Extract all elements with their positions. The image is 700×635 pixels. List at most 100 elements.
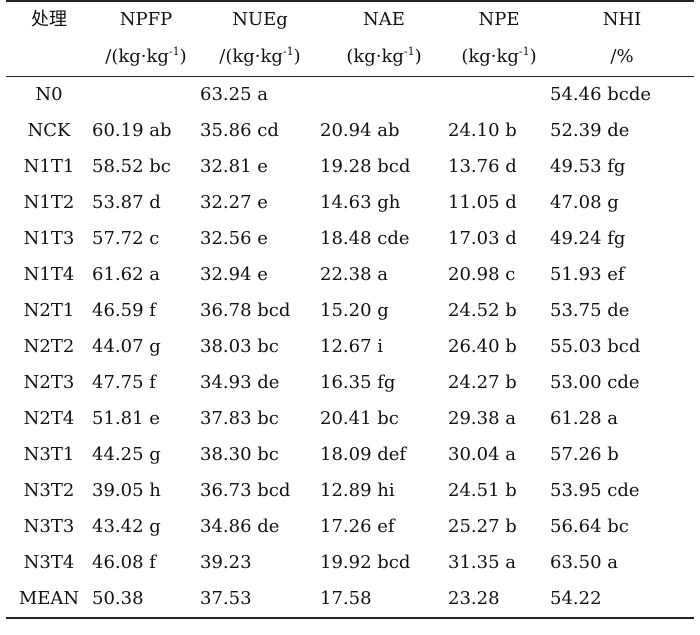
cell-nae: 20.41 bc: [320, 408, 399, 429]
cell-nae: 20.94 ab: [320, 120, 400, 141]
row-label: N3T3: [23, 516, 75, 537]
row-label: N1T1: [23, 156, 75, 177]
table-row: N2T3 47.75 f 34.93 de 16.35 fg 24.27 b 53.00 …: [6, 365, 694, 401]
cell-nueg: 35.86 cd: [200, 120, 279, 141]
cell-nhi: 51.93 ef: [550, 264, 625, 285]
cell-npfp: 50.38: [92, 581, 200, 619]
unit-close: ): [293, 46, 301, 67]
table-row: N0 63.25 a 54.46 bcde: [6, 77, 694, 114]
unit-close: ): [529, 46, 537, 67]
cell-npe: 11.05 d: [448, 192, 517, 213]
cell-nae: 19.28 bcd: [320, 156, 411, 177]
row-label: N0: [35, 84, 63, 105]
unit-nae: (kg·kg-1): [320, 38, 448, 77]
cell-nhi: 49.24 fg: [550, 228, 626, 249]
cell-npfp: 46.59 f: [92, 300, 156, 321]
header-nueg: NUEg: [200, 0, 320, 38]
cell-npe: 29.38 a: [448, 408, 516, 429]
cell-npe: 31.35 a: [448, 552, 516, 573]
cell-npe: 24.52 b: [448, 300, 517, 321]
row-label: N2T2: [23, 336, 75, 357]
cell-nueg: 34.86 de: [200, 516, 280, 537]
cell-nhi: 54.46 bcde: [550, 84, 652, 105]
unit-npfp: /(kg·kg-1): [92, 38, 200, 77]
unit-nueg: /(kg·kg-1): [200, 38, 320, 77]
cell-nhi: 53.00 cde: [550, 372, 640, 393]
cell-nhi: 53.95 cde: [550, 480, 640, 501]
unit-text: /%: [610, 46, 634, 67]
unit-treatment: [6, 38, 92, 77]
cell-npe: 24.27 b: [448, 372, 517, 393]
table-row: N1T2 53.87 d 32.27 e 14.63 gh 11.05 d 47.08 g: [6, 185, 694, 221]
cell-nueg: 36.73 bcd: [200, 480, 291, 501]
header-npe: NPE: [448, 0, 550, 38]
cell-nae: 16.35 fg: [320, 372, 396, 393]
cell-nae: 12.89 hi: [320, 480, 395, 501]
cell-nueg: 32.81 e: [200, 156, 268, 177]
cell-nueg: 37.53: [200, 581, 320, 619]
table-row: N1T3 57.72 c 32.56 e 18.48 cde 17.03 d 49.24 …: [6, 221, 694, 257]
cell-nueg: 37.83 bc: [200, 408, 279, 429]
row-label: NCK: [27, 120, 71, 141]
cell-nueg: 32.94 e: [200, 264, 268, 285]
cell-npe: 30.04 a: [448, 444, 516, 465]
row-label: N3T1: [23, 444, 75, 465]
header-row-metrics: 处理 NPFP NUEg NAE NPE NHI: [6, 0, 694, 38]
row-label: MEAN: [6, 581, 92, 619]
unit-text: /(kg·kg: [105, 46, 169, 67]
cell-npfp: 58.52 bc: [92, 156, 171, 177]
row-label: N2T4: [23, 408, 75, 429]
header-row-units: /(kg·kg-1)/(kg·kg-1) (kg·kg-1) (kg·kg-1)/%: [6, 38, 694, 77]
table-row: NCK 60.19 ab 35.86 cd 20.94 ab 24.10 b 52.39 …: [6, 113, 694, 149]
cell-nae: 17.26 ef: [320, 516, 395, 537]
row-label: N1T2: [23, 192, 75, 213]
cell-nae: 15.20 g: [320, 300, 389, 321]
cell-npe: 24.51 b: [448, 480, 517, 501]
cell-npe: [448, 77, 550, 114]
table-row: N2T1 46.59 f 36.78 bcd 15.20 g 24.52 b 53.75 …: [6, 293, 694, 329]
cell-npfp: 61.62 a: [92, 264, 160, 285]
cell-nae: 12.67 i: [320, 336, 384, 357]
unit-npe: (kg·kg-1): [448, 38, 550, 77]
cell-npe: 23.28: [448, 581, 550, 619]
cell-nueg: 38.03 bc: [200, 336, 279, 357]
cell-npfp: 39.05 h: [92, 480, 161, 501]
unit-exponent: -1: [282, 45, 294, 58]
cell-npfp: 51.81 e: [92, 408, 160, 429]
unit-text: (kg·kg: [461, 46, 519, 67]
cell-npe: 13.76 d: [448, 156, 517, 177]
table-row: N3T3 43.42 g 34.86 de 17.26 ef 25.27 b 56.64 …: [6, 509, 694, 545]
table-body: N0 63.25 a 54.46 bcde NCK 60.19 ab 35.86 cd 20…: [6, 77, 694, 619]
table-row: N3T2 39.05 h 36.73 bcd 12.89 hi 24.51 b 53.95…: [6, 473, 694, 509]
data-table: 处理 NPFP NUEg NAE NPE NHI /(kg·kg-1)/(kg·kg-1)…: [6, 0, 694, 619]
unit-nhi: /%: [550, 38, 694, 77]
cell-npfp: 43.42 g: [92, 516, 161, 537]
cell-nae: 18.09 def: [320, 444, 407, 465]
cell-npe: 25.27 b: [448, 516, 517, 537]
cell-npfp: 44.07 g: [92, 336, 161, 357]
table-row: N2T4 51.81 e 37.83 bc 20.41 bc 29.38 a 61.28 …: [6, 401, 694, 437]
cell-nueg: 32.56 e: [200, 228, 268, 249]
cell-nueg: 36.78 bcd: [200, 300, 291, 321]
cell-npfp: 47.75 f: [92, 372, 156, 393]
cell-nhi: 57.26 b: [550, 444, 619, 465]
row-label: N3T4: [23, 552, 75, 573]
cell-npfp: 57.72 c: [92, 228, 160, 249]
cell-nae: 14.63 gh: [320, 192, 401, 213]
cell-nhi: 63.50 a: [550, 552, 618, 573]
cell-npe: 20.98 c: [448, 264, 516, 285]
table-row: N3T1 44.25 g 38.30 bc 18.09 def 30.04 a 57.26…: [6, 437, 694, 473]
cell-nae: 17.58: [320, 581, 448, 619]
cell-nhi: 61.28 a: [550, 408, 618, 429]
table-row: N3T4 46.08 f 39.23 19.92 bcd 31.35 a 63.50 a: [6, 545, 694, 581]
cell-nhi: 49.53 fg: [550, 156, 626, 177]
header-nae: NAE: [320, 0, 448, 38]
cell-nueg: 34.93 de: [200, 372, 280, 393]
row-label: N2T1: [23, 300, 75, 321]
table-row: MEAN 50.38 37.53 17.58 23.28 54.22: [6, 581, 694, 619]
table-row: N1T4 61.62 a 32.94 e 22.38 a 20.98 c 51.93 ef: [6, 257, 694, 293]
unit-close: ): [179, 46, 187, 67]
header-treatment: 处理: [6, 0, 92, 38]
cell-npe: 17.03 d: [448, 228, 517, 249]
